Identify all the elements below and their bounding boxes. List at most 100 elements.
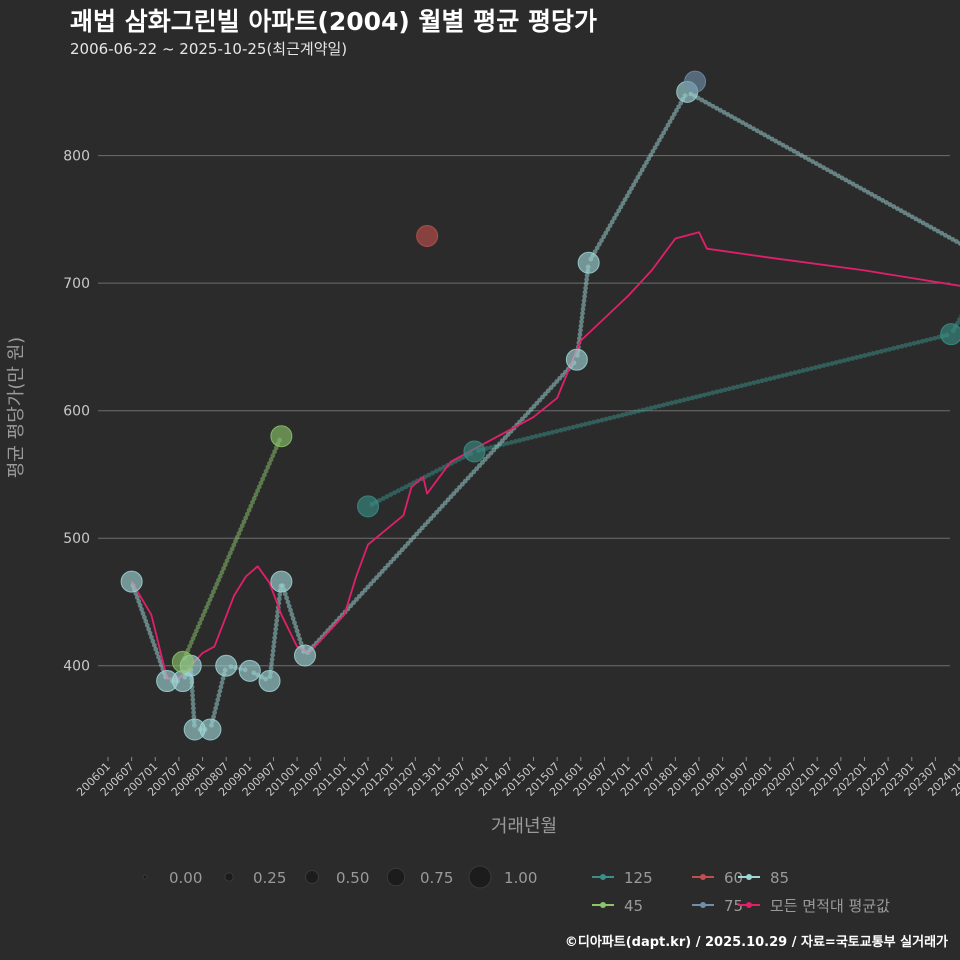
trail-dot-85 (399, 547, 405, 553)
trail-dot-85 (650, 148, 656, 154)
trail-dot-125 (500, 442, 506, 447)
trail-dot-85 (639, 167, 645, 173)
point-85 (199, 718, 222, 741)
trail-dot-85 (154, 650, 160, 656)
trail-dot-85 (494, 444, 500, 450)
trail-dot-85 (474, 466, 480, 472)
trail-dot-85 (149, 634, 154, 640)
trail-dot-125 (763, 377, 769, 383)
trail-dot-85 (136, 599, 142, 604)
color-legend-label: 45 (624, 897, 643, 915)
trail-dot-85 (592, 249, 598, 255)
trail-dot-125 (735, 384, 740, 390)
trail-dot-85 (891, 204, 897, 209)
y-tick-label: 400 (63, 659, 90, 675)
trail-dot-85 (854, 183, 860, 189)
color-legend-dot (600, 902, 606, 908)
size-legend-label: 0.75 (420, 869, 453, 887)
trail-dot-125 (718, 388, 724, 394)
trail-dot-125 (558, 427, 564, 433)
trail-dot-85 (385, 562, 391, 568)
trail-dot-85 (268, 665, 274, 671)
trail-dot-85 (289, 612, 295, 617)
trail-dot-85 (394, 553, 399, 559)
color-legend-label: 125 (624, 869, 653, 887)
trail-dot-125 (656, 403, 662, 409)
trail-dot-85 (913, 216, 919, 222)
trail-dot-125 (517, 437, 523, 443)
trail-dot-125 (817, 364, 823, 369)
trail-dot-125 (776, 374, 781, 380)
trail-dot-45 (200, 612, 206, 618)
trail-dot-125 (599, 417, 605, 423)
color-legend-dot (746, 874, 752, 880)
trail-dot-85 (269, 661, 274, 667)
trail-dot-45 (244, 511, 250, 517)
trail-dot-85 (273, 626, 279, 632)
trail-dot-85 (580, 306, 586, 312)
trail-dot-85 (674, 108, 679, 113)
trail-dot-85 (273, 622, 279, 628)
trail-dot-85 (459, 481, 465, 487)
trail-dot-85 (218, 684, 224, 690)
trail-dot-45 (219, 570, 225, 575)
trail-dot-85 (751, 126, 756, 132)
point-75 (684, 70, 707, 93)
trail-dot-125 (673, 399, 679, 405)
trail-dot-85 (457, 484, 462, 490)
trail-dot-85 (190, 697, 196, 703)
trail-dot-85 (626, 189, 632, 195)
trail-dot-85 (462, 478, 468, 484)
size-legend-dot (468, 865, 492, 889)
trail-dot-45 (226, 554, 232, 560)
trail-dot-125 (615, 413, 621, 419)
trail-dot-85 (676, 104, 682, 110)
source-caption: ©디아파트(dapt.kr) / 2025.10.29 / 자료=국토교통부 실… (564, 935, 948, 950)
trail-dot-125 (430, 470, 436, 476)
trail-dot-125 (796, 369, 802, 374)
trail-dot-125 (780, 373, 786, 379)
trail-dot-45 (234, 534, 240, 540)
size-legend-label: 0.00 (169, 869, 202, 887)
trail-dot-45 (228, 550, 233, 556)
trail-dot-85 (813, 161, 819, 166)
trail-dot-125 (644, 406, 650, 412)
trail-dot-45 (267, 461, 272, 466)
point-85 (120, 570, 143, 593)
trail-dot-85 (622, 197, 628, 203)
trail-dot-85 (950, 236, 956, 242)
trail-dot-125 (854, 355, 860, 360)
trail-dot-85 (445, 497, 451, 503)
trail-dot-125 (903, 342, 909, 348)
trail-dot-85 (624, 193, 630, 199)
size-legend-label: 0.50 (336, 869, 369, 887)
point-85 (577, 251, 600, 274)
trail-dot-125 (759, 378, 765, 384)
trail-dot-85 (580, 310, 585, 316)
trail-dot-125 (636, 408, 642, 414)
trail-dot-85 (659, 134, 664, 139)
trail-dot-45 (273, 445, 279, 451)
trail-dot-125 (648, 405, 654, 411)
trail-dot-125 (521, 436, 527, 442)
trail-dot-125 (603, 416, 609, 422)
trail-dot-85 (191, 710, 197, 715)
trail-dot-85 (577, 331, 583, 337)
trail-dot-85 (368, 581, 374, 587)
trail-dot-125 (767, 376, 773, 382)
trail-dot-85 (839, 175, 845, 181)
trail-dot-85 (214, 701, 220, 707)
trail-dot-85 (448, 494, 454, 500)
trail-dot-85 (924, 222, 930, 228)
trail-dot-85 (671, 111, 677, 117)
trail-dot-85 (528, 407, 534, 412)
trail-dot-125 (525, 435, 531, 441)
trail-dot-85 (876, 196, 882, 201)
trail-dot-45 (192, 632, 198, 638)
trail-dot-125 (936, 334, 942, 340)
trail-dot-85 (817, 163, 823, 169)
y-tick-label: 600 (63, 404, 90, 420)
trail-dot-85 (147, 630, 153, 636)
trail-dot-85 (554, 379, 560, 384)
trail-dot-85 (946, 234, 952, 240)
